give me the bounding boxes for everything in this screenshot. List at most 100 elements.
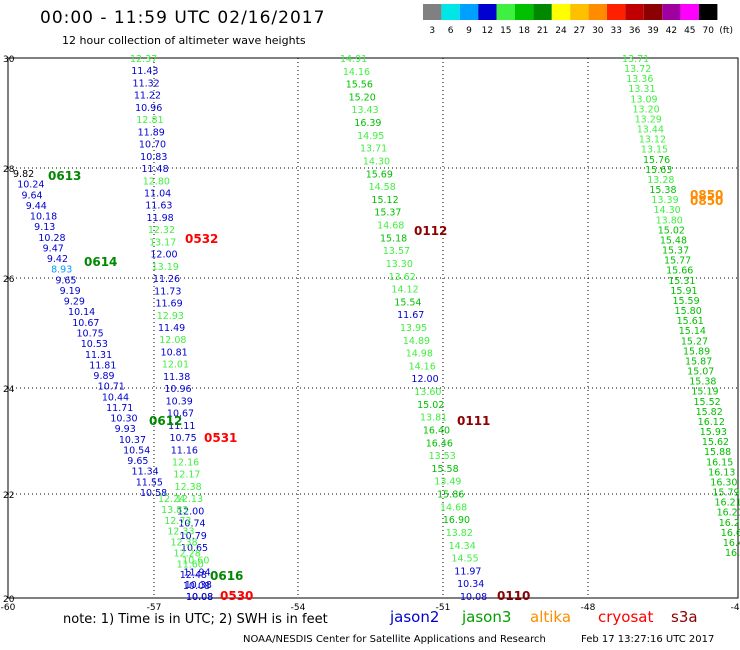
- wave-height-value: 15.86: [437, 490, 464, 501]
- legend-label: 33: [610, 26, 621, 36]
- wave-height-value: 9.65: [55, 275, 76, 286]
- wave-height-value: 10.75: [77, 329, 104, 340]
- wave-height-value: 11.69: [155, 299, 182, 310]
- map-frame: [7, 57, 739, 599]
- wave-height-value: 16.39: [354, 118, 381, 129]
- legend-label: 24: [555, 26, 567, 36]
- wave-height-value: 16.21: [717, 508, 740, 519]
- wave-height-value: 12.80: [143, 176, 170, 187]
- lon-tick-label: -57: [147, 603, 162, 613]
- wave-height-value: 9.13: [34, 222, 55, 233]
- legend-swatch: [423, 4, 442, 20]
- wave-height-value: 16.62: [721, 528, 740, 539]
- wave-height-value: 11.98: [147, 213, 174, 224]
- wave-height-value: 11.34: [132, 467, 159, 478]
- wave-height-value: 16.46: [426, 438, 453, 449]
- wave-height-value: 16.25: [719, 518, 740, 529]
- wave-height-value: 10.67: [72, 318, 99, 329]
- wave-height-value: 10.18: [30, 212, 57, 223]
- wave-height-value: 15.27: [681, 336, 708, 347]
- wave-height-value: 13.36: [626, 74, 653, 85]
- wave-height-value: 15.79: [712, 488, 739, 499]
- wave-height-value: 15.19: [691, 387, 718, 398]
- wave-height-value: 10.53: [81, 339, 108, 350]
- wave-height-value: 15.02: [417, 400, 444, 411]
- wave-height-value: 11.32: [133, 78, 160, 89]
- wave-height-value: 15.87: [685, 356, 712, 367]
- generated-timestamp: Feb 17 13:27:16 UTC 2017: [581, 634, 715, 645]
- wave-height-value: 15.69: [366, 169, 393, 180]
- wave-height-value: 12.81: [136, 115, 163, 126]
- wave-height-value: 14.34: [449, 541, 476, 552]
- wave-height-value: 13.30: [386, 259, 413, 270]
- wave-height-value: 11.11: [168, 421, 195, 432]
- satellite-jason3: jason3: [462, 608, 512, 626]
- wave-height-value: 15.59: [672, 296, 699, 307]
- wave-height-value: 13.28: [647, 175, 674, 186]
- wave-height-value: 10.96: [135, 103, 162, 114]
- wave-height-value: 15.12: [371, 195, 398, 206]
- wave-height-value: 14.16: [343, 67, 370, 78]
- wave-height-value: 11.97: [454, 566, 481, 577]
- wave-height-value: 10.08: [186, 592, 213, 603]
- legend-swatch: [551, 4, 571, 20]
- pass-time-label: 0530: [220, 589, 253, 603]
- wave-height-value: 10.44: [102, 392, 129, 403]
- wave-height-value: 13.15: [641, 145, 668, 156]
- wave-height-value: 10.39: [166, 396, 193, 407]
- wave-height-value: 15.82: [696, 407, 723, 418]
- legend-swatch: [570, 4, 589, 20]
- pass-time-label: 0850: [690, 194, 723, 208]
- satellite-cryosat: cryosat: [598, 608, 654, 626]
- wave-height-value: 16.21: [714, 498, 740, 509]
- wave-height-value: 12.13: [176, 494, 203, 505]
- wave-height-value: 10.96: [164, 384, 191, 395]
- legend-label: 36: [629, 26, 641, 36]
- wave-height-value: 12.28: [174, 548, 201, 559]
- wave-height-value: 16.13: [708, 467, 735, 478]
- wave-height-value: 14.16: [409, 361, 436, 372]
- legend-label: 3: [429, 26, 435, 36]
- wave-height-value: 10.75: [169, 433, 196, 444]
- wave-height-value: 15.63: [645, 165, 672, 176]
- wave-height-value: 16.90: [443, 515, 470, 526]
- wave-height-value: 10.81: [161, 347, 188, 358]
- wave-height-value: 16.49: [723, 538, 740, 549]
- wave-height-value: 10.54: [123, 445, 150, 456]
- legend-swatch: [588, 4, 607, 20]
- wave-height-value: 11.73: [154, 286, 181, 297]
- wave-height-value: 11.22: [134, 91, 161, 102]
- pass-time-label: 0616: [210, 569, 243, 583]
- wave-height-value: 11.89: [138, 127, 165, 138]
- wave-height-value: 11.67: [397, 310, 424, 321]
- wave-height-value: 15.20: [349, 92, 376, 103]
- wave-height-value: 10.24: [17, 180, 44, 191]
- wave-height-value: 12.08: [159, 335, 186, 346]
- legend-swatch: [699, 4, 718, 20]
- wave-height-value: 12.24: [158, 494, 185, 505]
- legend-label: 21: [537, 26, 548, 36]
- pass-time-label: 0614: [84, 255, 117, 269]
- pass-time-label: 0850: [690, 188, 723, 202]
- pass-time-label: 0110: [497, 589, 530, 603]
- wave-height-value: 15.54: [394, 297, 421, 308]
- wave-height-value: 10.67: [167, 409, 194, 420]
- wave-height-value: 14.30: [363, 156, 390, 167]
- wave-height-value: 14.95: [357, 131, 384, 142]
- wave-height-value: 14.68: [440, 502, 467, 513]
- lat-tick-label: 26: [3, 275, 15, 285]
- pass-time-label: 0613: [48, 169, 81, 183]
- legend-label: 70: [702, 26, 714, 36]
- wave-height-value: 14.55: [451, 554, 478, 565]
- wave-height-value: 15.38: [689, 377, 716, 388]
- wave-height-value: 15.61: [677, 316, 704, 327]
- wave-height-value: 9.82: [13, 169, 34, 180]
- legend-swatch: [662, 4, 681, 20]
- wave-height-value: 15.62: [702, 437, 729, 448]
- wave-height-value: 14.58: [369, 182, 396, 193]
- wave-height-value: 12.33: [167, 527, 194, 538]
- legend-swatch: [441, 4, 460, 20]
- wave-height-value: 11.60: [177, 559, 204, 570]
- wave-height-value: 11.31: [85, 350, 112, 361]
- wave-height-value: 10.79: [180, 531, 207, 542]
